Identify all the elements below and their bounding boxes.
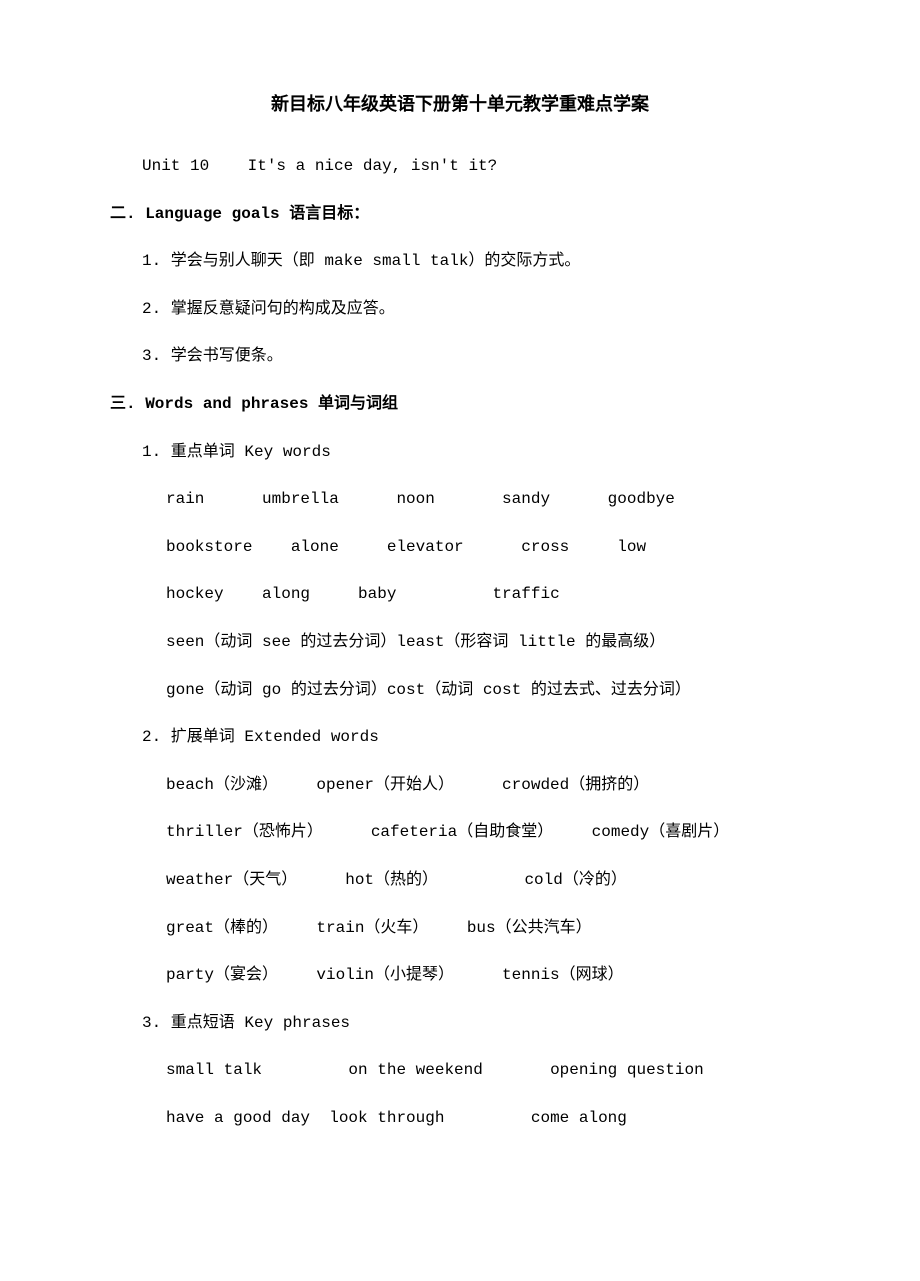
sub2-line: thriller（恐怖片） cafeteria（自助食堂） comedy（喜剧片… (110, 820, 810, 846)
sub1-line: gone（动词 go 的过去分词）cost（动词 cost 的过去式、过去分词） (110, 678, 810, 704)
sub3-line: small talk on the weekend opening questi… (110, 1058, 810, 1084)
sub1-heading: 1. 重点单词 Key words (110, 440, 810, 466)
sub3-line: have a good day look through come along (110, 1106, 810, 1132)
sub1-line: bookstore alone elevator cross low (110, 535, 810, 561)
sub1-line: seen（动词 see 的过去分词）least（形容词 little 的最高级） (110, 630, 810, 656)
section2-item: 3. 学会书写便条。 (110, 344, 810, 370)
sub3-heading: 3. 重点短语 Key phrases (110, 1011, 810, 1037)
unit-line: Unit 10 It's a nice day, isn't it? (110, 154, 810, 180)
sub2-line: party（宴会） violin（小提琴） tennis（网球） (110, 963, 810, 989)
sub1-line: rain umbrella noon sandy goodbye (110, 487, 810, 513)
section3-heading: 三. Words and phrases 单词与词组 (110, 392, 810, 418)
sub2-heading: 2. 扩展单词 Extended words (110, 725, 810, 751)
document-page: 新目标八年级英语下册第十单元教学重难点学案 Unit 10 It's a nic… (0, 0, 920, 1213)
sub2-line: weather（天气） hot（热的） cold（冷的） (110, 868, 810, 894)
sub2-line: beach（沙滩） opener（开始人） crowded（拥挤的） (110, 773, 810, 799)
section2-heading: 二. Language goals 语言目标： (110, 202, 810, 228)
sub1-line: hockey along baby traffic (110, 582, 810, 608)
page-title: 新目标八年级英语下册第十单元教学重难点学案 (110, 90, 810, 116)
section2-item: 2. 掌握反意疑问句的构成及应答。 (110, 297, 810, 323)
sub2-line: great（棒的） train（火车） bus（公共汽车） (110, 916, 810, 942)
section2-item: 1. 学会与别人聊天（即 make small talk）的交际方式。 (110, 249, 810, 275)
